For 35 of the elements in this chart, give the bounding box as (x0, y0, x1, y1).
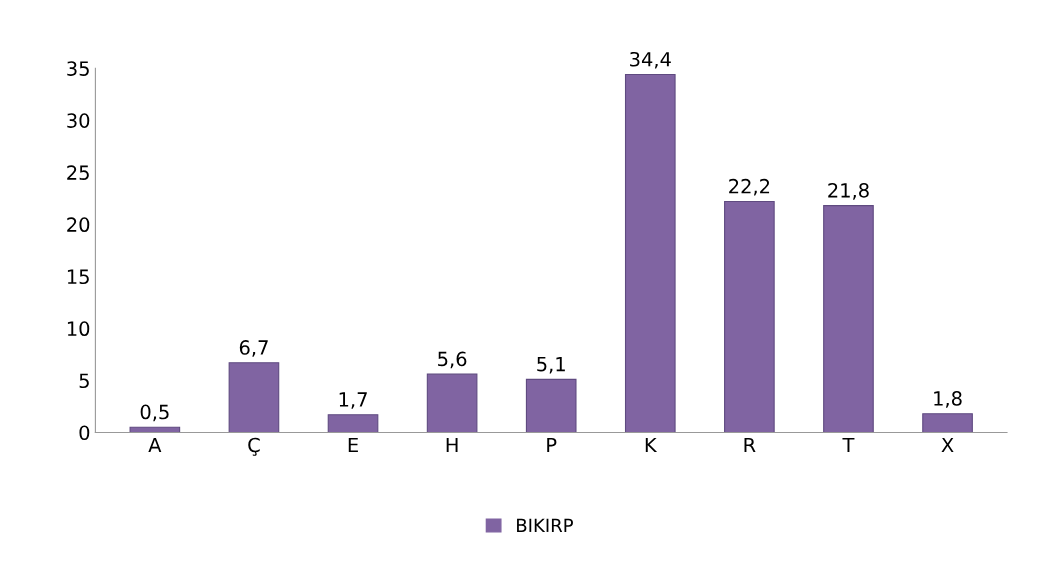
y-tick-label: 30 (67, 113, 90, 128)
x-tick-label: T (842, 437, 855, 453)
data-label: 22,2 (729, 178, 770, 196)
x-tick-label: H (446, 437, 458, 453)
bar (823, 205, 874, 433)
bar (327, 414, 379, 433)
x-tick-label: X (941, 437, 954, 453)
x-tick-label: P (547, 437, 557, 453)
x-tick-label: K (645, 437, 658, 453)
data-label: 1,8 (934, 391, 962, 408)
bar (624, 73, 676, 433)
x-tick-label: R (744, 437, 756, 453)
data-label: 5,6 (438, 351, 467, 369)
bar (525, 378, 577, 433)
y-tick-label: 20 (67, 217, 90, 233)
y-tick-label: 15 (67, 269, 89, 285)
y-tick-label: 25 (67, 165, 89, 180)
data-label: 1,7 (339, 392, 367, 409)
bar (724, 200, 775, 433)
data-label: 6,7 (239, 340, 268, 357)
data-label: 34,4 (630, 51, 671, 69)
bar (228, 362, 280, 433)
data-label: 0,5 (140, 404, 169, 422)
y-tick-label: 5 (79, 373, 89, 389)
y-tick-label: 10 (67, 321, 90, 337)
legend-label: BIKIRP (517, 518, 573, 532)
x-tick-label: Ç (248, 437, 260, 456)
y-tick-label: 35 (67, 61, 89, 76)
data-label: 21,8 (828, 182, 869, 200)
bar (426, 373, 478, 433)
x-tick-label: E (348, 437, 358, 453)
x-tick-label: A (148, 437, 162, 453)
bar (922, 413, 973, 433)
data-label: 5,1 (537, 356, 565, 374)
y-tick-label: 0 (79, 425, 90, 441)
